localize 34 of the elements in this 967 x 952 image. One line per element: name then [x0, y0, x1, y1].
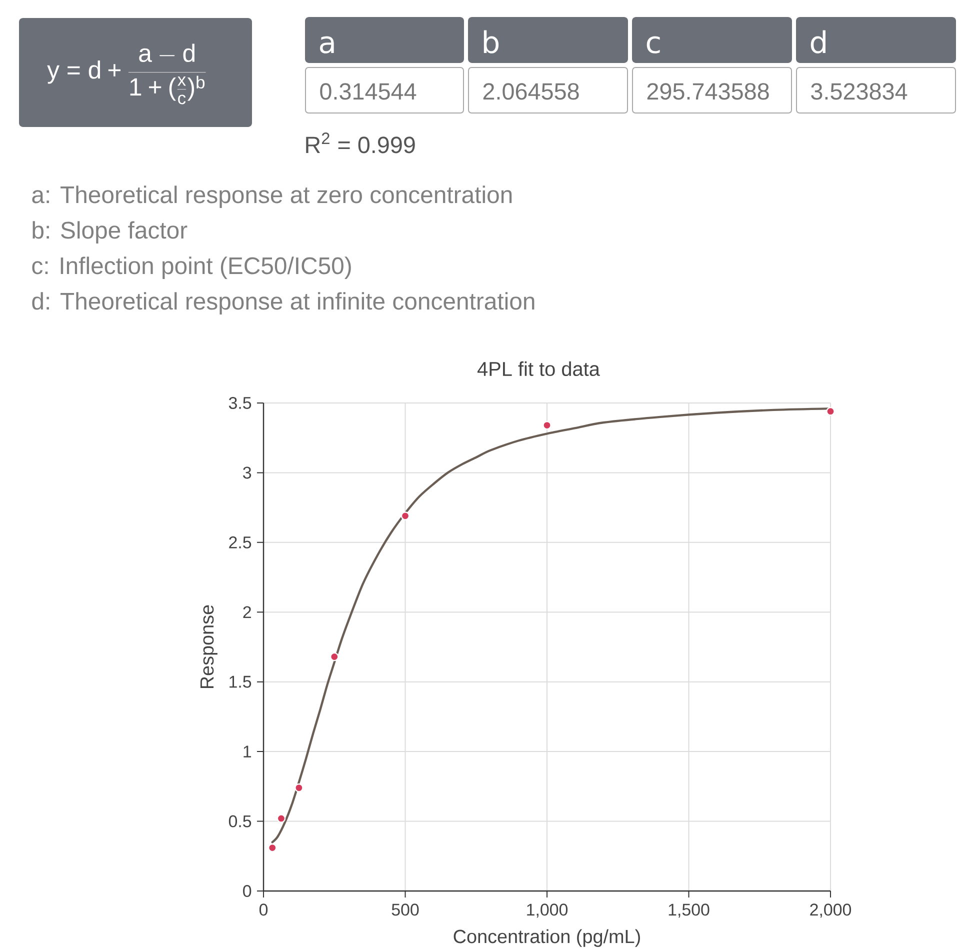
- x-axis-title: Concentration (pg/mL): [454, 929, 640, 947]
- text: 2.064558: [483, 83, 579, 100]
- x-tick-label: 500: [392, 904, 419, 916]
- y-tick-label: 3: [243, 466, 252, 479]
- x-tick-label: 1,000: [527, 904, 568, 918]
- text: a: [320, 36, 334, 54]
- text: 0.314544: [320, 83, 416, 100]
- point: [294, 783, 304, 792]
- text: R$^{2}$ = 0.999: [306, 132, 415, 154]
- y-axis-title: Response: [200, 605, 218, 688]
- text: $y = d + \frac{a - d}{1 + (\frac{x}{c})^{b}}$: [47, 44, 206, 104]
- text: a: Theoretical response at zero concentration: [32, 186, 512, 208]
- y-tick-label: 2: [243, 606, 251, 618]
- point: [276, 814, 286, 823]
- text: c: Inflection point (EC50/IC50): [32, 256, 351, 279]
- x-tick-label: 2,000: [810, 904, 852, 918]
- text: b: [484, 30, 499, 54]
- point: [542, 420, 552, 430]
- chart-title: 4PL fit to data: [477, 361, 600, 376]
- y-tick-label: 2.5: [229, 536, 252, 548]
- y-tick-label: 1: [244, 746, 251, 758]
- point: [826, 406, 835, 416]
- text: c: [646, 36, 660, 54]
- text: b: Slope factor: [32, 221, 188, 244]
- y-tick-label: 3.5: [228, 396, 252, 409]
- y-tick-label: 0: [243, 884, 252, 897]
- y-tick-label: 1.5: [230, 676, 252, 688]
- text: 3.523834: [811, 83, 908, 100]
- text: 295.743588: [647, 83, 769, 100]
- text: d: [810, 30, 826, 54]
- y-tick-label: 0.5: [228, 815, 252, 828]
- x-tick-label: 1,500: [668, 904, 710, 918]
- text: d: Theoretical response at infinite concentration: [32, 292, 534, 314]
- x-tick-label: 0: [259, 904, 268, 916]
